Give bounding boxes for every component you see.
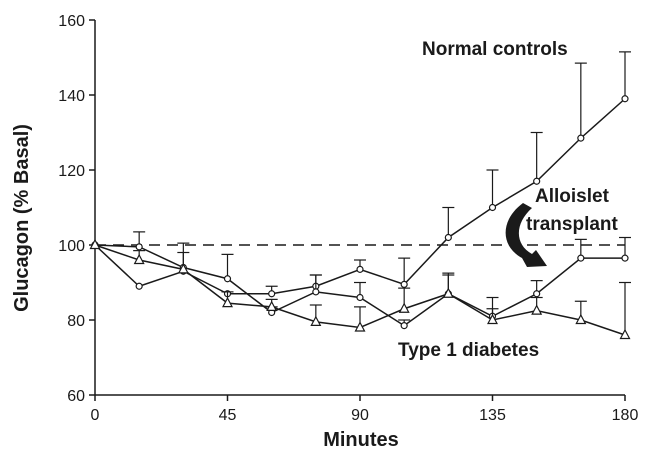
triangle-marker — [354, 321, 366, 332]
circle-marker — [268, 290, 276, 298]
circle-marker — [400, 280, 408, 288]
triangle-marker — [575, 313, 587, 325]
y-axis-title: Glucagon (% Basal) — [11, 124, 33, 312]
axes: 60 80 100 120 140 160 0 45 90 135 180 — [58, 13, 638, 424]
triangle-marker — [531, 304, 543, 315]
circle-marker — [577, 254, 585, 262]
x-axis-title: Minutes — [323, 429, 399, 451]
triangle-marker — [619, 328, 631, 340]
y-tick-label: 60 — [67, 388, 85, 405]
y-tick-label: 80 — [67, 313, 85, 330]
circle-marker — [577, 134, 585, 142]
triangle-marker — [487, 313, 498, 325]
circle-marker — [356, 265, 364, 273]
series-normal-controls — [91, 51, 631, 298]
circle-marker — [533, 177, 541, 185]
x-tick-label: 90 — [351, 407, 369, 424]
x-tick-label: 135 — [479, 407, 506, 424]
y-tick-label: 160 — [58, 13, 85, 30]
annotation-normal-controls: Normal controls — [422, 39, 568, 60]
y-tick-label: 100 — [58, 238, 85, 255]
series-type-1-diabetes — [89, 238, 631, 340]
series-layer — [89, 51, 631, 340]
circle-marker — [400, 322, 408, 330]
circle-marker — [312, 288, 320, 296]
annotation-alloislet-line2: transplant — [526, 214, 619, 235]
circle-marker — [488, 203, 497, 212]
triangle-marker — [266, 300, 278, 311]
triangle-marker — [398, 302, 410, 313]
curved-arrow-icon — [505, 203, 547, 267]
circle-marker — [135, 282, 143, 290]
circle-marker — [135, 243, 143, 251]
circle-marker — [223, 275, 232, 283]
x-tick-label: 0 — [91, 407, 100, 424]
y-tick-label: 120 — [58, 163, 85, 180]
triangle-marker — [177, 263, 189, 274]
annotation-alloislet-line1: Alloislet — [535, 186, 610, 207]
x-tick-label: 45 — [219, 407, 237, 424]
circle-marker — [444, 233, 452, 242]
triangle-marker — [89, 238, 101, 250]
triangle-marker — [310, 315, 322, 326]
circle-marker — [621, 254, 629, 262]
triangle-marker — [442, 287, 454, 298]
triangle-marker — [222, 296, 233, 308]
x-tick-label: 180 — [612, 407, 639, 424]
annotation-type1-diabetes: Type 1 diabetes — [398, 340, 539, 361]
y-tick-label: 140 — [58, 88, 85, 105]
circle-marker — [356, 293, 364, 302]
circle-marker — [621, 95, 629, 103]
triangle-marker — [133, 253, 145, 265]
circle-marker — [533, 290, 541, 298]
